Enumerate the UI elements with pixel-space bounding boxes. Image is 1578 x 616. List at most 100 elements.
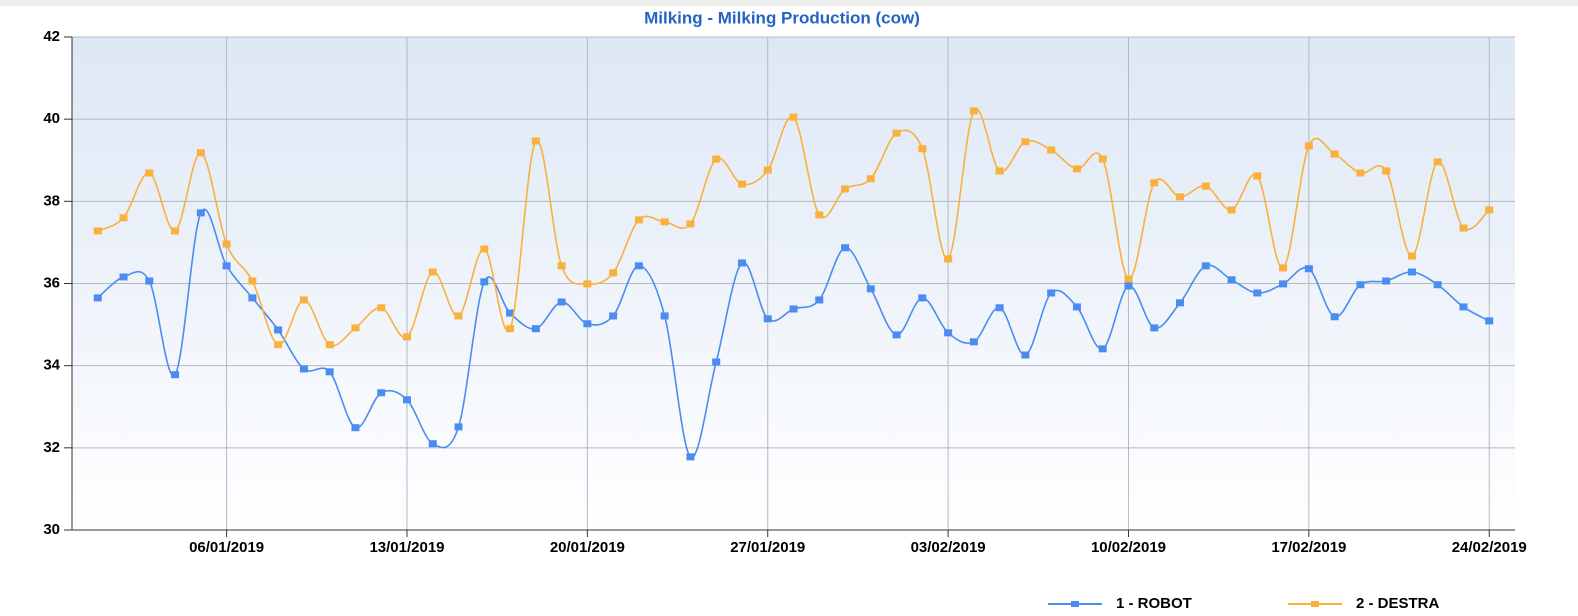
point-marker bbox=[1304, 265, 1313, 273]
point-marker bbox=[995, 167, 1004, 175]
point-marker bbox=[995, 304, 1004, 312]
point-marker bbox=[506, 309, 515, 317]
point-marker bbox=[1485, 206, 1494, 214]
point-marker bbox=[712, 358, 721, 366]
point-marker bbox=[480, 278, 489, 286]
point-marker bbox=[222, 262, 231, 270]
y-tick-label: 34 bbox=[43, 357, 60, 374]
point-marker bbox=[1124, 282, 1133, 290]
point-marker bbox=[299, 296, 308, 304]
point-marker bbox=[686, 220, 695, 228]
point-marker bbox=[196, 149, 205, 157]
legend-marker bbox=[1311, 601, 1319, 607]
legend-marker bbox=[1071, 601, 1079, 607]
point-marker bbox=[1433, 158, 1442, 166]
point-marker bbox=[1227, 206, 1236, 214]
point-marker bbox=[1176, 299, 1185, 307]
point-marker bbox=[841, 244, 850, 252]
point-marker bbox=[1047, 289, 1056, 297]
point-marker bbox=[918, 294, 927, 302]
point-marker bbox=[1279, 280, 1288, 288]
point-marker bbox=[1201, 182, 1210, 190]
point-marker bbox=[1176, 193, 1185, 201]
point-marker bbox=[1150, 324, 1159, 332]
point-marker bbox=[1407, 268, 1416, 276]
point-marker bbox=[274, 341, 283, 349]
point-marker bbox=[609, 269, 618, 277]
x-tick-label: 17/02/2019 bbox=[1271, 539, 1346, 556]
point-marker bbox=[1227, 276, 1236, 284]
point-marker bbox=[609, 312, 618, 320]
point-marker bbox=[789, 305, 798, 313]
point-marker bbox=[196, 209, 205, 217]
point-marker bbox=[969, 107, 978, 115]
x-tick-label: 20/01/2019 bbox=[550, 539, 625, 556]
point-marker bbox=[944, 329, 953, 337]
point-marker bbox=[1021, 138, 1030, 146]
point-marker bbox=[325, 368, 334, 376]
point-marker bbox=[119, 214, 128, 222]
point-marker bbox=[248, 277, 257, 285]
point-marker bbox=[789, 113, 798, 121]
y-tick-label: 42 bbox=[43, 28, 60, 45]
point-marker bbox=[351, 324, 360, 332]
point-marker bbox=[145, 277, 154, 285]
point-marker bbox=[892, 331, 901, 339]
point-marker bbox=[299, 365, 308, 373]
point-marker bbox=[1098, 155, 1107, 163]
legend-label: 1 - ROBOT bbox=[1116, 595, 1192, 612]
y-tick-label: 40 bbox=[43, 110, 60, 127]
point-marker bbox=[377, 304, 386, 312]
x-tick-label: 06/01/2019 bbox=[189, 539, 264, 556]
point-marker bbox=[351, 424, 360, 432]
point-marker bbox=[1330, 150, 1339, 158]
x-tick-label: 10/02/2019 bbox=[1091, 539, 1166, 556]
y-tick-label: 32 bbox=[43, 439, 60, 456]
series-line bbox=[97, 108, 1490, 347]
point-marker bbox=[1459, 303, 1468, 311]
point-marker bbox=[274, 326, 283, 334]
x-tick-label: 03/02/2019 bbox=[911, 539, 986, 556]
point-marker bbox=[325, 341, 334, 349]
point-marker bbox=[1304, 142, 1313, 150]
point-marker bbox=[1407, 252, 1416, 260]
point-marker bbox=[1124, 275, 1133, 283]
point-marker bbox=[1253, 289, 1262, 297]
point-marker bbox=[402, 333, 411, 341]
point-marker bbox=[583, 320, 592, 328]
point-marker bbox=[1279, 264, 1288, 272]
point-marker bbox=[763, 166, 772, 174]
point-marker bbox=[969, 338, 978, 346]
series-line bbox=[97, 208, 1490, 458]
point-marker bbox=[1330, 313, 1339, 321]
point-marker bbox=[712, 155, 721, 163]
y-tick-label: 30 bbox=[43, 521, 60, 538]
point-marker bbox=[634, 216, 643, 224]
point-marker bbox=[454, 312, 463, 320]
point-marker bbox=[531, 137, 540, 145]
x-tick-label: 24/02/2019 bbox=[1452, 539, 1527, 556]
top-strip bbox=[0, 0, 1578, 6]
point-marker bbox=[119, 273, 128, 281]
point-marker bbox=[1382, 277, 1391, 285]
point-marker bbox=[171, 227, 180, 235]
point-marker bbox=[841, 185, 850, 193]
point-marker bbox=[428, 268, 437, 276]
point-marker bbox=[737, 180, 746, 188]
point-marker bbox=[222, 240, 231, 248]
point-marker bbox=[1201, 262, 1210, 270]
point-marker bbox=[1072, 165, 1081, 173]
point-marker bbox=[557, 262, 566, 270]
point-marker bbox=[480, 245, 489, 253]
point-marker bbox=[377, 389, 386, 397]
legend-label: 2 - DESTRA bbox=[1356, 595, 1440, 612]
point-marker bbox=[815, 211, 824, 219]
point-marker bbox=[145, 169, 154, 177]
point-marker bbox=[1485, 317, 1494, 325]
point-marker bbox=[428, 440, 437, 448]
point-marker bbox=[660, 312, 669, 320]
point-marker bbox=[1021, 351, 1030, 359]
point-marker bbox=[583, 280, 592, 288]
point-marker bbox=[557, 298, 566, 306]
